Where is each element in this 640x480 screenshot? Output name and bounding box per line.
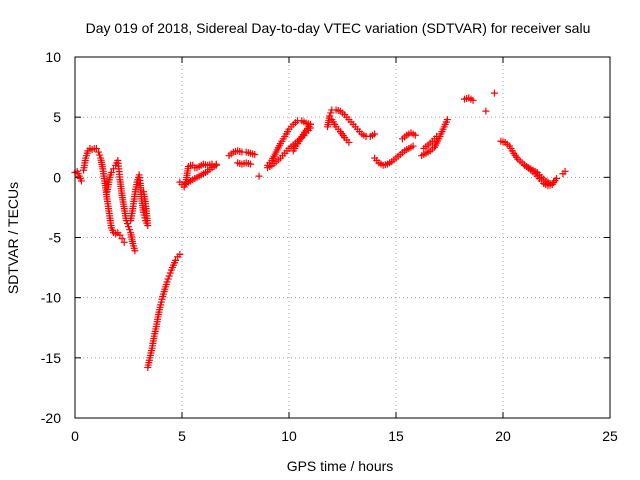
data-point <box>123 220 131 228</box>
x-tick-label: 5 <box>178 428 186 444</box>
data-point <box>166 269 174 277</box>
data-point <box>95 148 103 156</box>
data-point <box>126 226 134 234</box>
data-point <box>139 188 147 196</box>
data-point <box>482 107 490 115</box>
x-tick-label: 0 <box>71 428 79 444</box>
data-point <box>553 175 560 183</box>
x-tick-label: 15 <box>388 428 404 444</box>
data-point <box>251 150 259 158</box>
data-point <box>125 223 132 231</box>
data-point <box>443 116 451 124</box>
x-tick-label: 10 <box>281 428 297 444</box>
y-tick-label: -15 <box>41 350 61 366</box>
grid-lines <box>75 57 610 418</box>
data-point <box>327 109 335 117</box>
data-point <box>255 172 263 180</box>
x-tick-label: 20 <box>495 428 511 444</box>
data-point <box>96 151 104 159</box>
y-tick-label: -5 <box>49 230 62 246</box>
x-axis-label: GPS time / hours <box>287 458 394 474</box>
data-point <box>409 142 417 150</box>
data-point <box>118 235 126 243</box>
data-point <box>165 272 173 280</box>
x-tick-label: 25 <box>602 428 618 444</box>
data-point <box>326 112 334 120</box>
data-point <box>212 161 220 169</box>
data-point <box>176 250 184 258</box>
data-point <box>77 177 85 185</box>
data-point <box>131 247 139 255</box>
plot-frame <box>74 56 611 419</box>
data-point <box>411 131 419 139</box>
data-point <box>163 278 171 286</box>
y-tick-label: -10 <box>41 290 61 306</box>
data-point <box>345 138 353 146</box>
data-point <box>546 179 554 187</box>
y-tick-label: -20 <box>41 410 61 426</box>
y-tick-label: 10 <box>45 49 61 65</box>
data-point <box>120 238 128 246</box>
data-point <box>306 120 314 128</box>
y-tick-label: 0 <box>53 169 61 185</box>
y-tick-label: 5 <box>53 109 61 125</box>
data-point <box>469 96 477 104</box>
data-points <box>71 89 569 371</box>
data-point <box>107 169 115 177</box>
y-axis-label: SDTVAR / TECUs <box>5 182 21 294</box>
data-point <box>490 89 498 97</box>
data-point <box>561 167 569 175</box>
chart-title: Day 019 of 2018, Sidereal Day-to-day VTE… <box>86 20 591 36</box>
data-point <box>164 275 172 283</box>
data-point <box>371 130 379 138</box>
axis-ticks: 0 5 10 15 20 25 10 5 0 -5 -10 -15 -20 <box>41 49 618 444</box>
data-point <box>172 256 180 264</box>
data-point <box>433 132 441 140</box>
data-point <box>92 144 100 152</box>
data-point <box>116 231 124 239</box>
data-point <box>246 160 254 168</box>
